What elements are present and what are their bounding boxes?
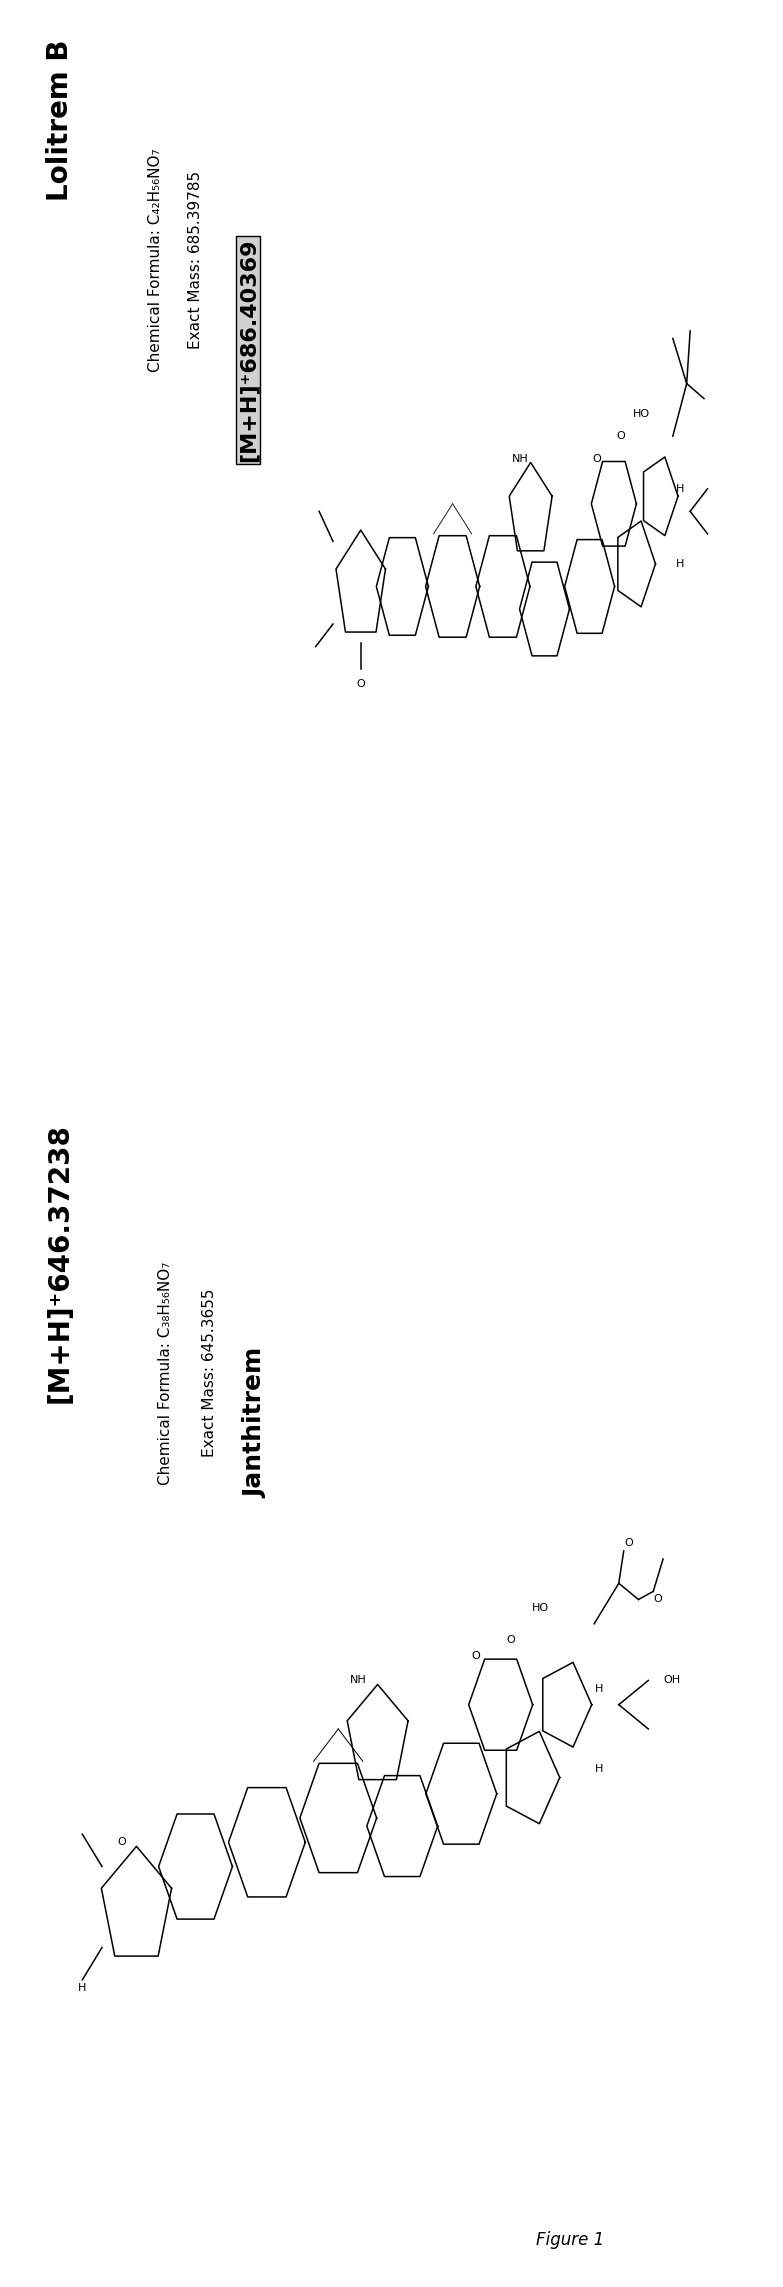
Text: O: O <box>624 1537 633 1548</box>
Text: Chemical Formula: C₃₈H₅₆NO₇: Chemical Formula: C₃₈H₅₆NO₇ <box>157 1262 172 1484</box>
Text: Exact Mass: 645.3655: Exact Mass: 645.3655 <box>203 1290 218 1457</box>
Text: HO: HO <box>532 1603 549 1612</box>
Text: [M+H]⁺646.37238: [M+H]⁺646.37238 <box>46 1123 74 1402</box>
Text: NH: NH <box>349 1676 366 1686</box>
Text: Chemical Formula: C₄₂H₅₆NO₇: Chemical Formula: C₄₂H₅₆NO₇ <box>147 149 163 373</box>
Text: O: O <box>592 453 601 464</box>
Text: O: O <box>471 1651 481 1660</box>
Text: OH: OH <box>663 1676 680 1686</box>
Text: Exact Mass: 685.39785: Exact Mass: 685.39785 <box>187 172 203 350</box>
Text: NH: NH <box>512 453 529 464</box>
Text: H: H <box>595 1683 603 1692</box>
Text: H: H <box>78 1983 86 1992</box>
Text: H: H <box>676 485 684 494</box>
Text: O: O <box>117 1836 126 1848</box>
Text: Janthitrem: Janthitrem <box>243 1347 267 1498</box>
Text: [M+H]⁺686.40369: [M+H]⁺686.40369 <box>238 238 258 462</box>
Text: Figure 1: Figure 1 <box>536 2232 604 2248</box>
Text: O: O <box>654 1594 662 1605</box>
Text: O: O <box>356 679 365 688</box>
Text: H: H <box>595 1766 603 1775</box>
Text: Lolitrem B: Lolitrem B <box>46 39 74 201</box>
Text: O: O <box>506 1635 515 1644</box>
Text: O: O <box>616 432 625 441</box>
Text: H: H <box>676 558 684 569</box>
Text: HO: HO <box>633 409 650 419</box>
